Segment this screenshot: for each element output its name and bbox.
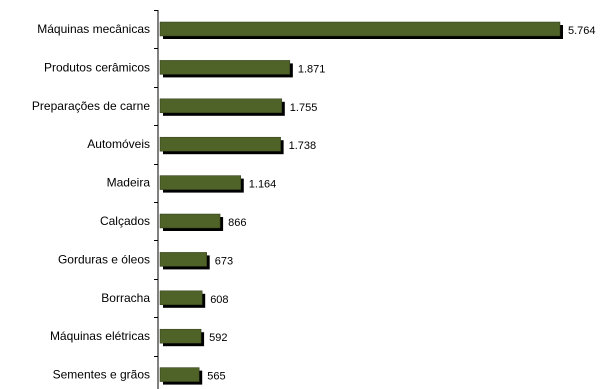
bar [159, 21, 561, 37]
axis-layer [154, 10, 159, 389]
bar [159, 252, 207, 267]
category-label: Preparações de carne [32, 99, 150, 113]
data-label: 1.755 [290, 102, 318, 114]
category-label: Sementes e grãos [53, 368, 150, 382]
bar [159, 328, 202, 344]
bars-layer [159, 21, 563, 385]
category-label: Calçados [100, 214, 150, 228]
data-label: 1.164 [249, 179, 277, 191]
bar [159, 60, 291, 75]
category-label: Máquinas mecânicas [37, 22, 150, 36]
data-label: 1.871 [298, 63, 326, 75]
category-label: Madeira [107, 176, 151, 190]
category-label: Automóveis [87, 137, 150, 151]
bar [159, 136, 281, 152]
category-label: Borracha [101, 291, 150, 305]
data-label: 565 [207, 371, 225, 383]
data-label: 866 [228, 217, 246, 229]
category-label: Produtos cerâmicos [44, 60, 150, 74]
data-label: 5.764 [568, 25, 596, 37]
data-label: 673 [215, 255, 233, 267]
data-label: 1.738 [289, 140, 317, 152]
category-label: Máquinas elétricas [50, 329, 150, 343]
bar [159, 213, 221, 229]
bar [159, 98, 283, 114]
data-label: 608 [210, 294, 228, 306]
category-label: Gorduras e óleos [58, 252, 150, 266]
data-label: 592 [209, 332, 227, 344]
labels-layer: Máquinas mecânicas 5.764 Produtos cerâmico… [32, 22, 596, 383]
bar [159, 175, 242, 190]
bar [159, 367, 200, 382]
bar [159, 290, 203, 306]
